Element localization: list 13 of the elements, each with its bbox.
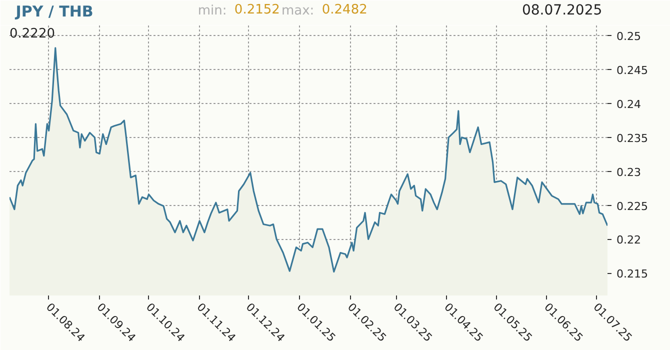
y-tick-label: 0.22 (616, 234, 641, 247)
chart-title: JPY / THB (14, 2, 94, 20)
y-tick-label: 0.245 (616, 64, 648, 78)
y-tick-label: 0.215 (616, 268, 648, 281)
text: max: 0.2482 (281, 2, 368, 18)
text: min: 0.2152 (198, 2, 280, 18)
y-tick-label: 0.25 (616, 30, 641, 44)
y-tick-label: 0.225 (616, 200, 648, 213)
y-tick-label: 0.235 (616, 132, 648, 145)
y-tick-label: 0.24 (616, 98, 641, 112)
text: 08.07.2025 (522, 2, 602, 18)
annotation: 0.2220 (10, 26, 55, 42)
y-tick-label: 0.23 (616, 166, 641, 179)
